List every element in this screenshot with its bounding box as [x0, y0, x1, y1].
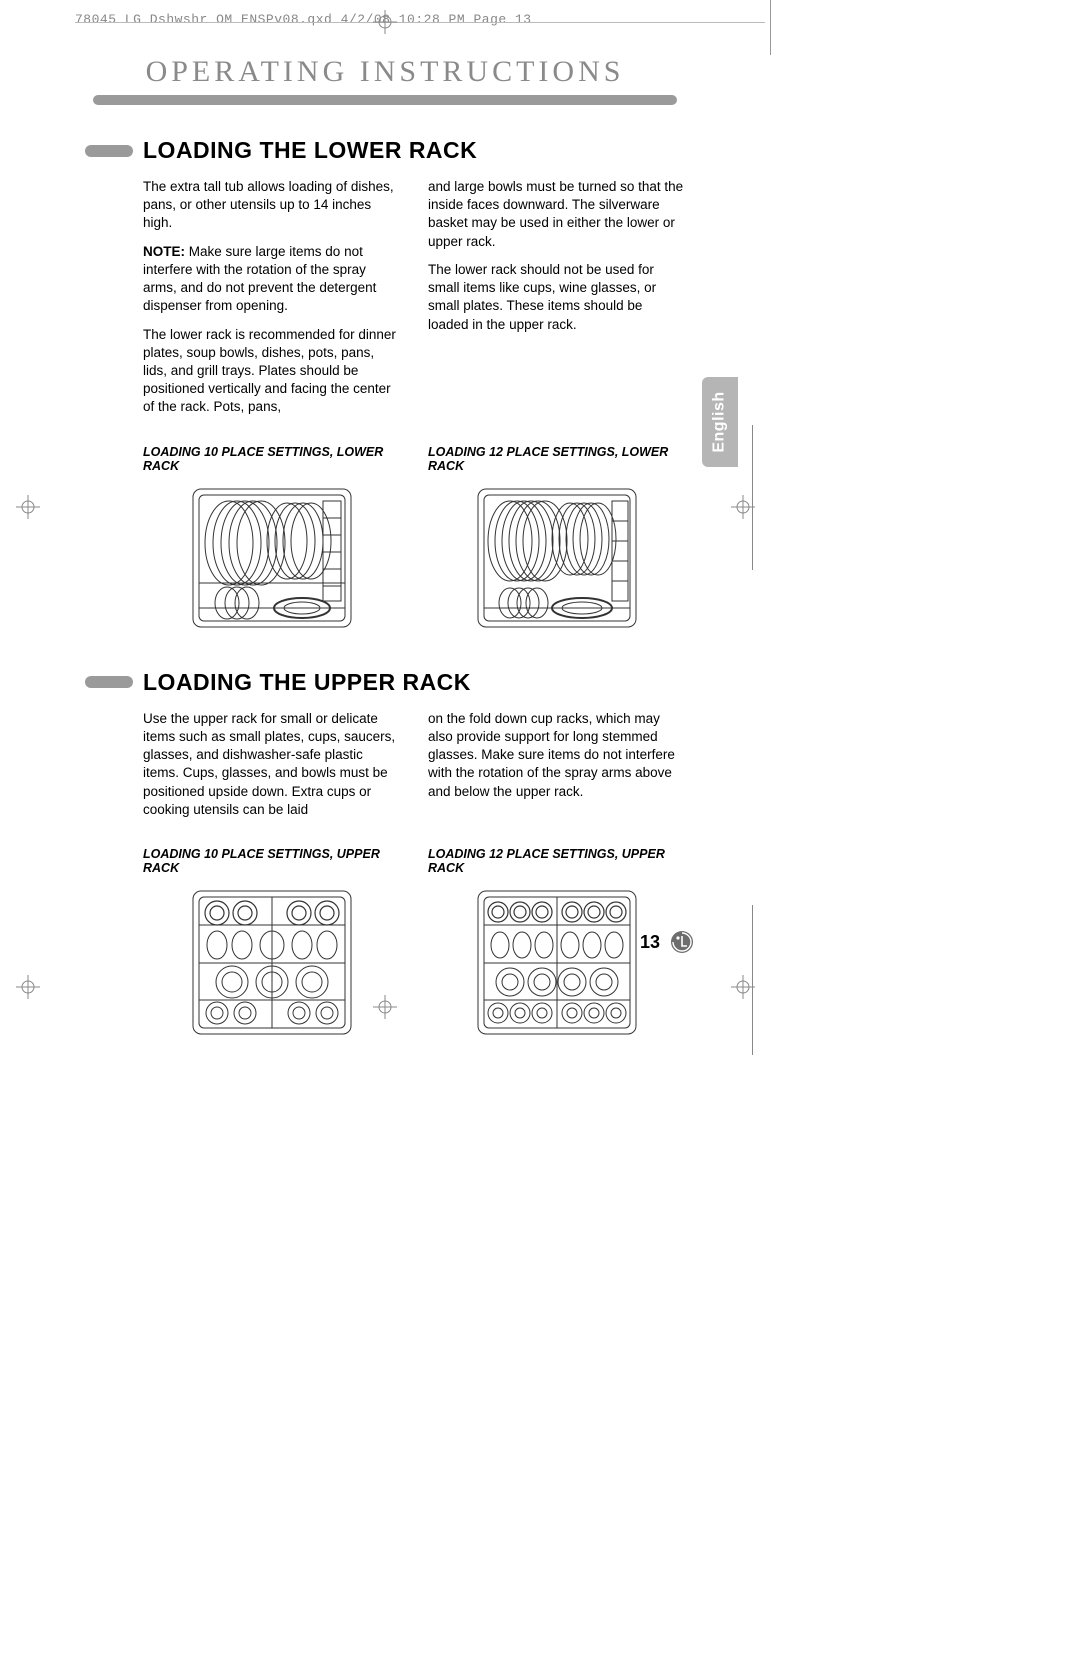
section-head-lower: LOADING THE LOWER RACK — [85, 137, 685, 164]
print-header-line: 78045 LG Dshwshr OM ENSPv08.qxd 4/2/08 1… — [75, 12, 532, 27]
body-text: NOTE: Make sure large items do not inter… — [143, 243, 400, 316]
body-text: and large bowls must be turned so that t… — [428, 178, 685, 251]
figure-caption: LOADING 10 PLACE SETTINGS, LOWER RACK — [143, 445, 400, 473]
crop-mark — [752, 425, 753, 570]
body-text: The lower rack is recommended for dinner… — [143, 326, 400, 417]
rack-diagram-lower-10-icon — [187, 483, 357, 633]
body-text: The extra tall tub allows loading of dis… — [143, 178, 400, 233]
lower-figures: LOADING 10 PLACE SETTINGS, LOWER RACK — [85, 445, 685, 633]
language-label: English — [711, 391, 729, 452]
upper-col1: Use the upper rack for small or delicate… — [143, 710, 400, 829]
header-rule — [75, 22, 765, 23]
rack-diagram-upper-12-icon — [472, 885, 642, 1040]
heading-pill-icon — [85, 145, 133, 157]
rack-diagram-upper-10-icon — [187, 885, 357, 1040]
upper-figures: LOADING 10 PLACE SETTINGS, UPPER RACK — [85, 847, 685, 1040]
page-number: 13 — [640, 932, 660, 953]
figure-caption: LOADING 10 PLACE SETTINGS, UPPER RACK — [143, 847, 400, 875]
upper-text-columns: Use the upper rack for small or delicate… — [85, 710, 685, 829]
page-footer: 13 — [640, 930, 694, 954]
figure-upper-10: LOADING 10 PLACE SETTINGS, UPPER RACK — [143, 847, 400, 1040]
figure-caption: LOADING 12 PLACE SETTINGS, LOWER RACK — [428, 445, 685, 473]
lg-logo-icon — [670, 930, 694, 954]
body-text: The lower rack should not be used for sm… — [428, 261, 685, 334]
page-content: OPERATING INSTRUCTIONS LOADING THE LOWER… — [85, 55, 685, 1076]
lower-text-columns: The extra tall tub allows loading of dis… — [85, 178, 685, 427]
crop-mark — [752, 905, 753, 1055]
crop-mark — [770, 0, 771, 55]
language-tab: English — [702, 377, 738, 467]
figure-lower-10: LOADING 10 PLACE SETTINGS, LOWER RACK — [143, 445, 400, 633]
lower-col1: The extra tall tub allows loading of dis… — [143, 178, 400, 427]
title-bar — [93, 95, 677, 105]
figure-caption: LOADING 12 PLACE SETTINGS, UPPER RACK — [428, 847, 685, 875]
rack-diagram-lower-12-icon — [472, 483, 642, 633]
registration-mark-icon — [16, 975, 40, 999]
registration-mark-icon — [16, 495, 40, 519]
section-title-upper: LOADING THE UPPER RACK — [143, 669, 471, 696]
note-label: NOTE: — [143, 244, 185, 259]
section-head-upper: LOADING THE UPPER RACK — [85, 669, 685, 696]
heading-pill-icon — [85, 676, 133, 688]
figure-lower-12: LOADING 12 PLACE SETTINGS, LOWER RACK — [428, 445, 685, 633]
upper-col2: on the fold down cup racks, which may al… — [428, 710, 685, 829]
page-title: OPERATING INSTRUCTIONS — [85, 55, 685, 89]
registration-mark-icon — [373, 10, 397, 34]
section-title-lower: LOADING THE LOWER RACK — [143, 137, 477, 164]
body-text: Use the upper rack for small or delicate… — [143, 710, 400, 819]
body-text: on the fold down cup racks, which may al… — [428, 710, 685, 801]
lower-col2: and large bowls must be turned so that t… — [428, 178, 685, 427]
